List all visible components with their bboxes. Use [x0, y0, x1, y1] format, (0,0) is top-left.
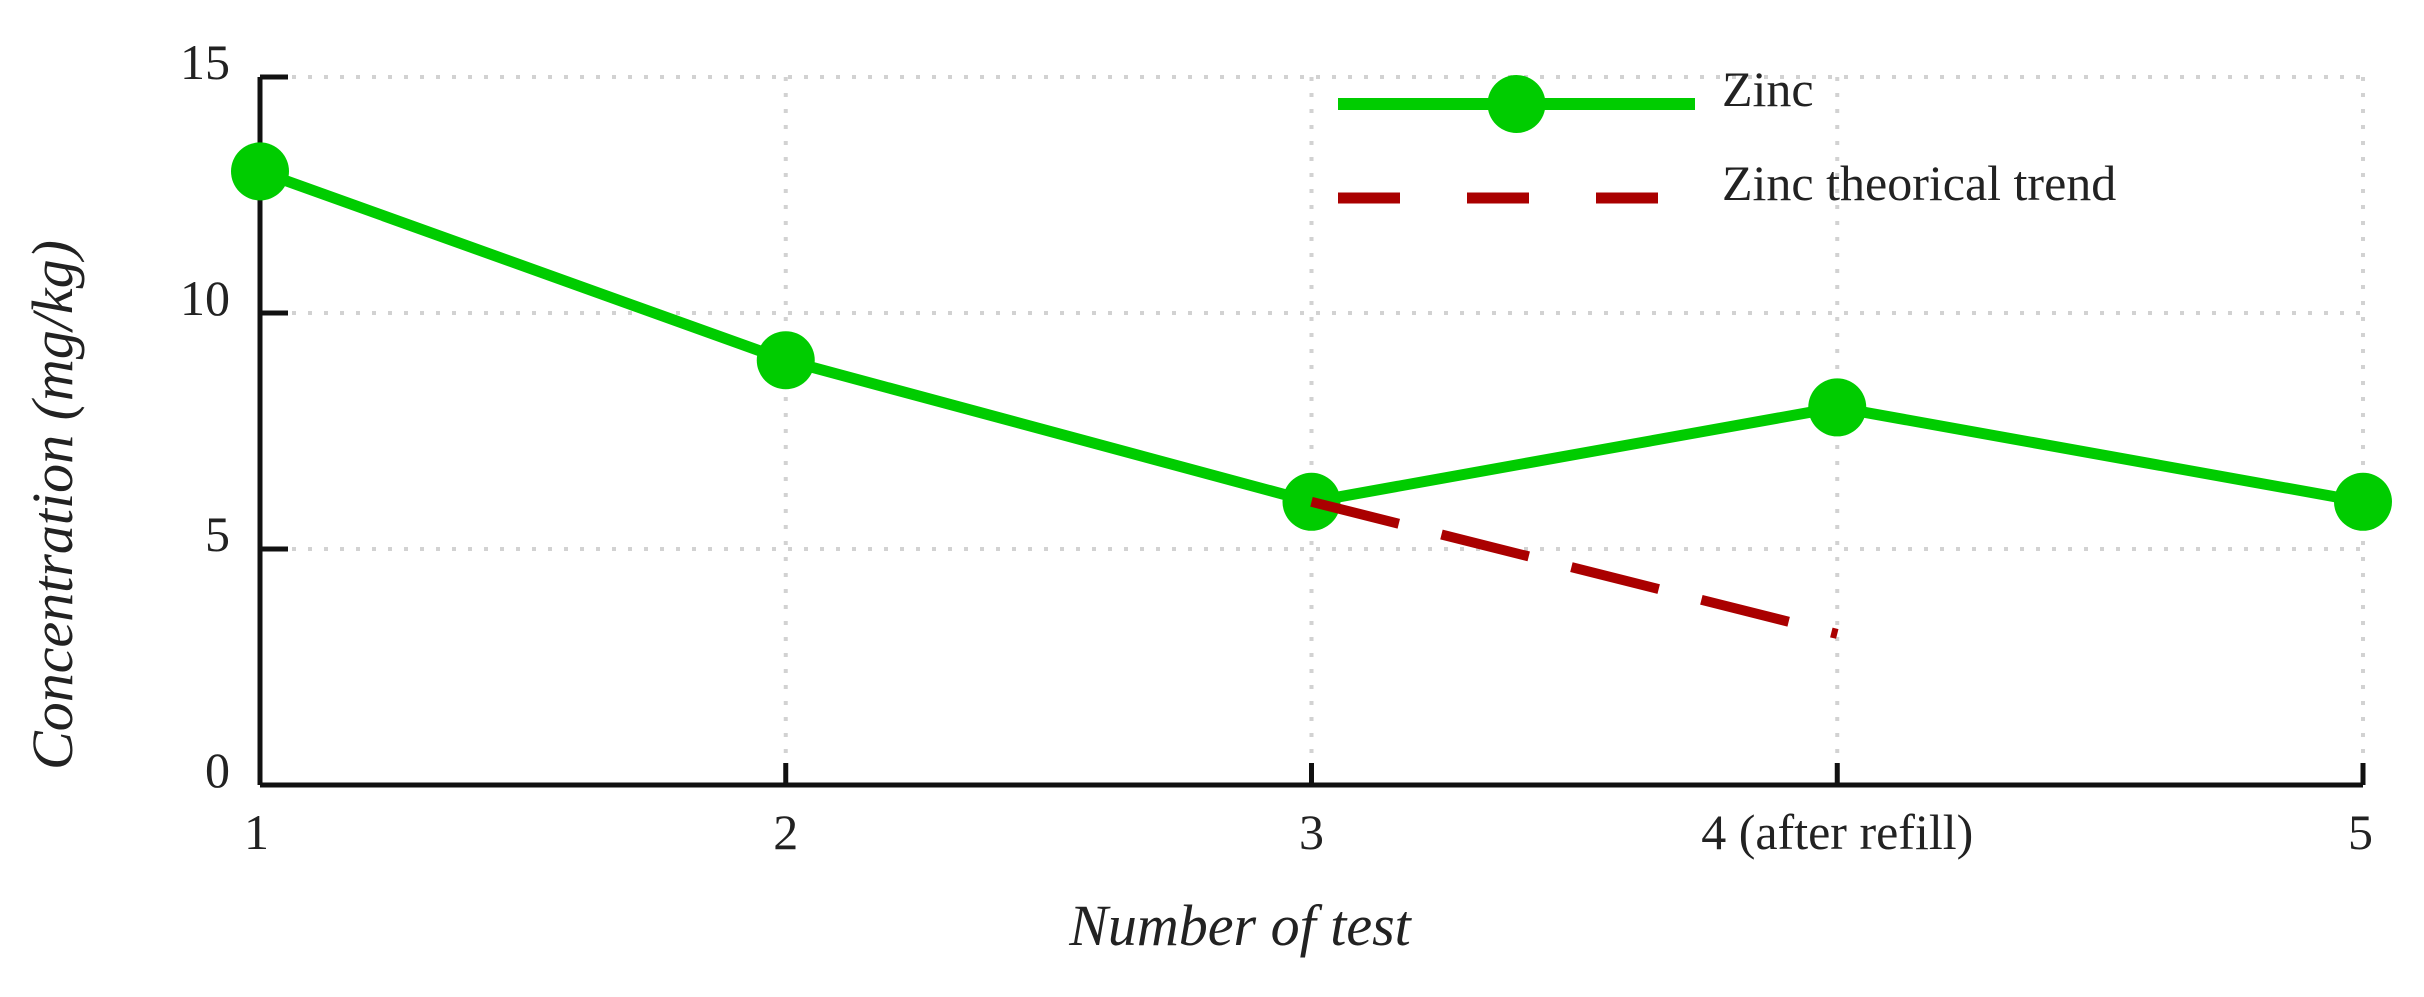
- y-tick-label: 15: [180, 34, 230, 90]
- legend-marker: [1487, 75, 1546, 133]
- x-tick-label: 4 (after refill): [1701, 804, 1973, 860]
- legend-label-2: Zinc theorical trend: [1722, 155, 2116, 211]
- y-tick-label: 5: [205, 506, 230, 562]
- x-tick-label: 2: [773, 804, 798, 860]
- y-tick-label: 0: [205, 742, 230, 798]
- data-point: [231, 142, 289, 201]
- x-tick-label: 1: [244, 804, 269, 860]
- x-tick-label: 3: [1299, 804, 1324, 860]
- x-tick-label: 5: [2348, 804, 2373, 860]
- data-point: [2334, 472, 2392, 531]
- legend: Zinc Zinc theorical trend: [1338, 61, 2116, 211]
- data-point: [756, 331, 815, 390]
- x-axis-title: Number of test: [1068, 893, 1412, 958]
- legend-label-1: Zinc: [1722, 61, 1814, 117]
- data-point: [1808, 378, 1867, 437]
- series-line-2: [1310, 496, 1839, 639]
- y-axis-title: Concentration (mg/kg): [20, 240, 85, 770]
- tick-labels: 0 5 10 15 1 2 3 4 (after refill) 5: [180, 34, 2373, 860]
- series-layer: [231, 142, 2392, 639]
- y-tick-label: 10: [180, 270, 230, 326]
